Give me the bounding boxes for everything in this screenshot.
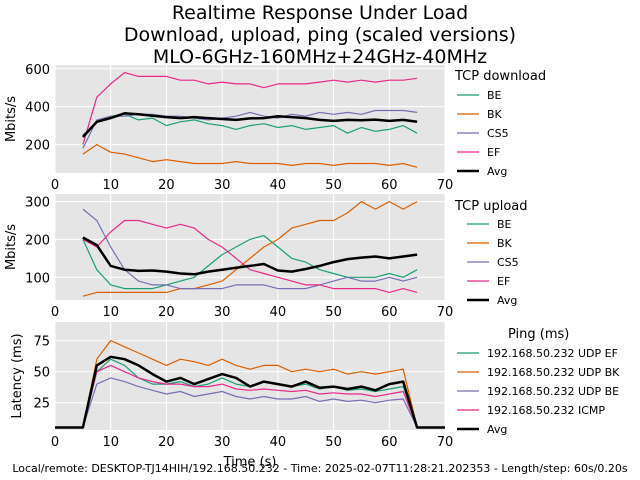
- x-tick-label: 30: [214, 435, 231, 450]
- legend-entry: CS5: [487, 127, 509, 140]
- plot-area-2: [55, 194, 445, 300]
- series-line-ef: [82, 71, 418, 145]
- x-tick-label: 20: [158, 435, 175, 450]
- x-tick-label: 70: [437, 305, 454, 320]
- legend-entry: Avg: [497, 294, 517, 307]
- series-line-avg: [81, 112, 418, 138]
- legend-title: Ping (ms): [508, 327, 569, 342]
- series-line-192-168-50-232-udp-be: [55, 377, 445, 429]
- y-tick-label: 400: [25, 101, 50, 116]
- series-line-192-168-50-232-icmp: [55, 364, 445, 429]
- series-line-be: [82, 113, 418, 136]
- chart-title-line-1: Realtime Response Under Load: [171, 2, 469, 24]
- x-tick-label: 0: [51, 305, 59, 320]
- legend-entry: 192.168.50.232 ICMP: [487, 404, 605, 417]
- x-tick-label: 60: [381, 435, 398, 450]
- x-tick-label: 50: [325, 178, 342, 193]
- legend-title: TCP download: [454, 69, 546, 84]
- legend-entry: Avg: [487, 423, 507, 436]
- series-line-ef: [82, 219, 418, 293]
- y-tick-label: 75: [33, 335, 50, 350]
- series-line-be: [82, 235, 418, 290]
- x-tick-label: 30: [214, 178, 231, 193]
- x-tick-label: 10: [102, 305, 119, 320]
- y-axis-label: Latency (ms): [10, 333, 25, 418]
- y-tick-label: 200: [25, 139, 50, 154]
- x-tick-label: 20: [158, 305, 175, 320]
- legend-entry: EF: [487, 146, 500, 159]
- x-tick-label: 0: [51, 435, 59, 450]
- x-tick-label: 60: [381, 305, 398, 320]
- footer-info: Local/remote: DESKTOP-TJ14HIH/192.168.50…: [12, 462, 628, 475]
- x-tick-label: 30: [214, 305, 231, 320]
- chart-title-line-3: MLO-6GHz-160MHz+24GHz-40MHz: [152, 46, 488, 68]
- x-tick-label: 10: [102, 435, 119, 450]
- x-tick-label: 40: [270, 178, 287, 193]
- x-axis-label: Time (s): [223, 455, 277, 470]
- legend-entry: CS5: [497, 256, 519, 269]
- y-axis-label: Mbits/s: [4, 96, 19, 142]
- legend-entry: 192.168.50.232 UDP BE: [487, 385, 619, 398]
- series-line-cs5: [82, 208, 418, 290]
- x-tick-label: 50: [325, 435, 342, 450]
- legend-entry: BK: [497, 237, 513, 250]
- series-line-avg: [82, 236, 418, 276]
- chart-title-line-2: Download, upload, ping (scaled versions): [123, 24, 517, 46]
- y-tick-label: 200: [25, 233, 50, 248]
- legend-entry: 192.168.50.232 UDP EF: [487, 347, 618, 360]
- x-tick-label: 0: [51, 178, 59, 193]
- legend-entry: 192.168.50.232 UDP BK: [487, 366, 620, 379]
- x-tick-label: 20: [158, 178, 175, 193]
- series-line-bk: [82, 201, 418, 297]
- x-tick-label: 70: [437, 435, 454, 450]
- x-tick-label: 50: [325, 305, 342, 320]
- legend-entry: EF: [497, 275, 510, 288]
- x-tick-label: 40: [270, 305, 287, 320]
- y-tick-label: 25: [33, 397, 50, 412]
- y-tick-label: 300: [25, 196, 50, 211]
- x-tick-label: 60: [381, 178, 398, 193]
- x-tick-label: 70: [437, 178, 454, 193]
- legend-entry: BE: [497, 218, 512, 231]
- series-line-bk: [82, 144, 418, 168]
- x-tick-label: 10: [102, 178, 119, 193]
- y-axis-label: Mbits/s: [4, 224, 19, 270]
- plot-area-3: [55, 322, 445, 430]
- series-line-avg: [55, 355, 445, 429]
- series-line-192-168-50-232-udp-bk: [55, 340, 445, 429]
- legend-entry: BK: [487, 108, 503, 121]
- legend-entry: BE: [487, 89, 502, 102]
- y-tick-label: 600: [25, 63, 50, 78]
- y-tick-label: 50: [33, 366, 50, 381]
- legend-title: TCP upload: [454, 199, 528, 214]
- x-tick-label: 40: [270, 435, 287, 450]
- legend-entry: Avg: [487, 165, 507, 178]
- y-tick-label: 100: [25, 271, 50, 286]
